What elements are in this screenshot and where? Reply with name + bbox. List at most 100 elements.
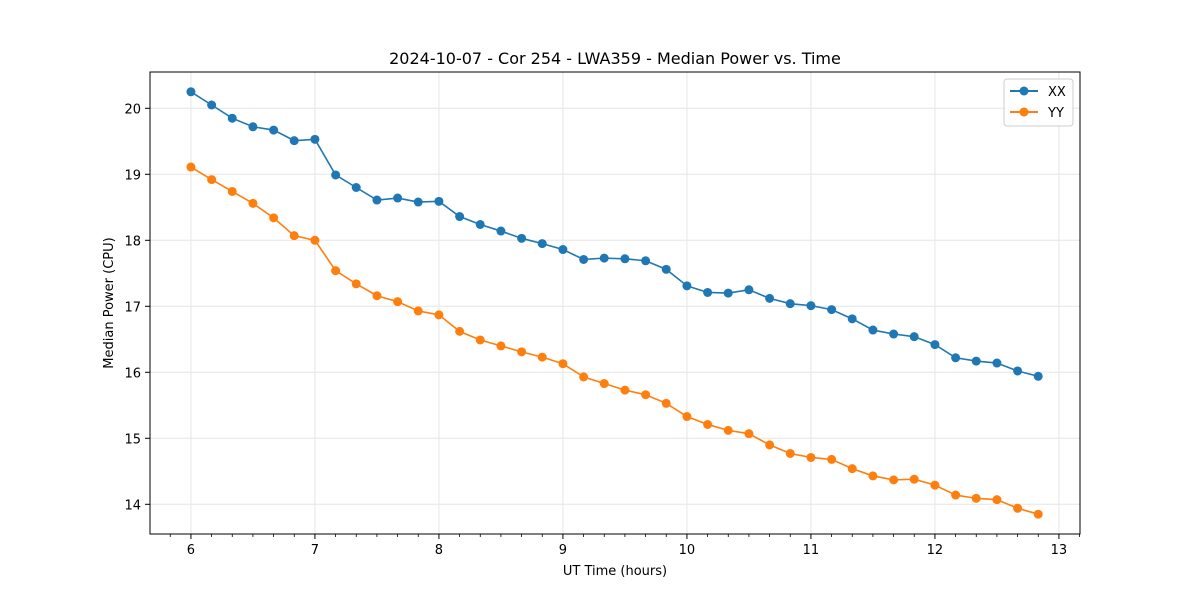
data-point-yy [475,335,485,345]
data-point-xx [207,100,217,110]
data-point-yy [868,471,878,481]
data-point-yy [434,310,444,320]
y-tick-label: 14 [124,498,141,513]
x-tick-label: 7 [311,543,319,558]
data-point-yy [930,480,940,490]
data-point-xx [269,125,279,135]
data-point-yy [558,359,568,369]
data-point-xx [475,219,485,229]
y-axis-label: Median Power (CPU) [102,237,117,368]
data-point-xx [641,256,651,266]
data-point-yy [393,297,403,307]
data-point-yy [785,448,795,458]
y-tick-label: 17 [124,300,141,315]
y-tick-label: 20 [124,102,141,117]
data-point-xx [889,329,899,339]
data-point-xx [310,134,320,144]
data-point-yy [248,198,258,208]
data-point-yy [455,326,465,336]
y-tick-label: 18 [124,234,141,249]
data-point-xx [372,195,382,205]
data-point-xx [661,264,671,274]
data-point-xx [620,254,630,264]
data-point-xx [496,226,506,236]
data-point-yy [661,398,671,408]
data-point-xx [951,353,961,363]
y-tick-label: 16 [124,366,141,381]
data-point-yy [951,490,961,500]
data-point-yy [1033,509,1043,519]
data-point-xx [455,212,465,222]
data-point-yy [310,235,320,245]
data-point-xx [785,299,795,309]
data-point-xx [248,122,258,132]
legend-label-yy: YY [1047,106,1064,121]
legend-marker-xx [1019,86,1029,96]
data-point-xx [765,293,775,303]
axes: 6 7 8 9 10 11 12 13 14 15 16 17 18 19 20 [124,102,1080,558]
x-tick-label: 12 [927,543,944,558]
data-point-xx [1013,366,1023,376]
legend: XX YY [1003,78,1074,127]
data-point-xx [331,170,341,180]
legend-label-xx: XX [1048,85,1066,100]
x-tick-label: 11 [803,543,820,558]
x-tick-label: 9 [559,543,567,558]
data-point-yy [599,379,609,389]
data-point-yy [765,440,775,450]
data-point-xx [930,340,940,350]
data-point-yy [620,385,630,395]
series-layer [186,87,1043,519]
data-point-xx [992,358,1002,368]
data-point-yy [372,291,382,301]
x-tick-label: 10 [679,543,696,558]
data-point-xx [413,197,423,207]
data-point-xx [847,314,857,324]
data-point-xx [868,325,878,335]
data-point-yy [641,390,651,400]
data-point-xx [971,356,981,366]
data-point-yy [703,419,713,429]
data-point-yy [496,341,506,351]
data-point-xx [744,285,754,295]
data-point-yy [517,347,527,357]
data-point-yy [537,352,547,362]
data-point-yy [827,454,837,464]
data-point-yy [1013,503,1023,513]
data-point-yy [971,493,981,503]
data-point-yy [289,231,299,241]
data-point-xx [227,113,237,123]
data-point-yy [992,495,1002,505]
data-point-xx [393,193,403,203]
data-point-yy [682,412,692,422]
data-point-xx [186,87,196,97]
x-tick-label: 6 [187,543,195,558]
data-point-yy [806,452,816,462]
data-point-yy [909,474,919,484]
plot-frame [149,71,1081,535]
data-point-xx [1033,371,1043,381]
data-point-xx [351,183,361,192]
data-point-xx [703,287,713,297]
data-point-yy [331,266,341,276]
data-point-yy [207,175,217,185]
data-point-yy [186,162,196,172]
data-point-xx [537,239,547,249]
data-point-xx [909,332,919,342]
grid [150,72,1080,534]
x-axis-label: UT Time (hours) [563,564,667,579]
data-point-xx [599,253,609,263]
data-point-xx [806,301,816,311]
data-point-xx [434,196,444,206]
data-point-yy [269,213,279,223]
data-point-xx [517,233,527,243]
data-point-yy [744,429,754,439]
legend-marker-yy [1019,107,1029,117]
data-point-yy [351,279,361,289]
data-point-yy [889,475,899,485]
data-point-xx [558,245,568,255]
x-tick-label: 8 [435,543,443,558]
y-tick-label: 15 [124,432,141,447]
chart-title: 2024-10-07 - Cor 254 - LWA359 - Median P… [389,49,841,68]
